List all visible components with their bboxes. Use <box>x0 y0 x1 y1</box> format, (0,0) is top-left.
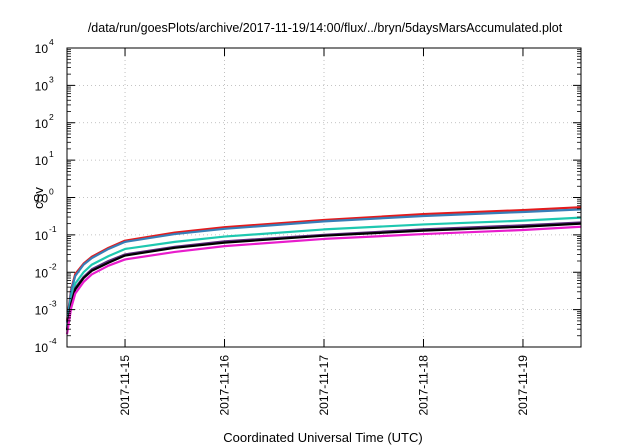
y-tick-label: 10 <box>35 266 49 280</box>
y-tick-exponent: 1 <box>49 149 54 159</box>
y-tick-label: 10 <box>35 229 49 243</box>
x-tick-label: 2017-11-17 <box>317 355 331 416</box>
y-tick-exponent: -4 <box>49 336 57 346</box>
y-tick-exponent: -3 <box>49 299 57 309</box>
x-tick-label: 2017-11-19 <box>516 355 530 416</box>
y-tick-exponent: 3 <box>49 74 54 84</box>
y-tick-exponent: 0 <box>49 187 54 197</box>
y-tick-label: 10 <box>35 42 49 56</box>
grid <box>67 48 581 347</box>
series-line-3 <box>65 216 582 327</box>
y-tick-label: 10 <box>35 154 49 168</box>
y-tick-label: 10 <box>35 192 49 206</box>
y-tick-exponent: -1 <box>49 224 57 234</box>
x-tick-label: 2017-11-16 <box>218 355 232 416</box>
y-tick-label: 10 <box>35 79 49 93</box>
y-tick-exponent: -2 <box>49 261 57 271</box>
x-axis-label: Coordinated Universal Time (UTC) <box>223 430 422 445</box>
series-line-5 <box>65 222 582 331</box>
series-line-2 <box>65 208 582 323</box>
y-tick-label: 10 <box>35 117 49 131</box>
series-group <box>65 206 582 335</box>
y-axis-label: cSv <box>31 187 46 209</box>
y-tick-exponent: 2 <box>49 112 54 122</box>
series-line-1 <box>65 206 582 322</box>
series-line-6 <box>65 225 582 335</box>
x-tick-label: 2017-11-18 <box>416 355 430 416</box>
chart-title: /data/run/goesPlots/archive/2017-11-19/1… <box>88 21 563 35</box>
y-tick-label: 10 <box>35 341 49 355</box>
x-tick-label: 2017-11-15 <box>118 355 132 416</box>
x-axis: 2017-11-15 2017-11-16 2017-11-17 2017-11-18… <box>118 48 530 416</box>
y-tick-exponent: 4 <box>49 37 54 47</box>
y-tick-label: 10 <box>35 304 49 318</box>
